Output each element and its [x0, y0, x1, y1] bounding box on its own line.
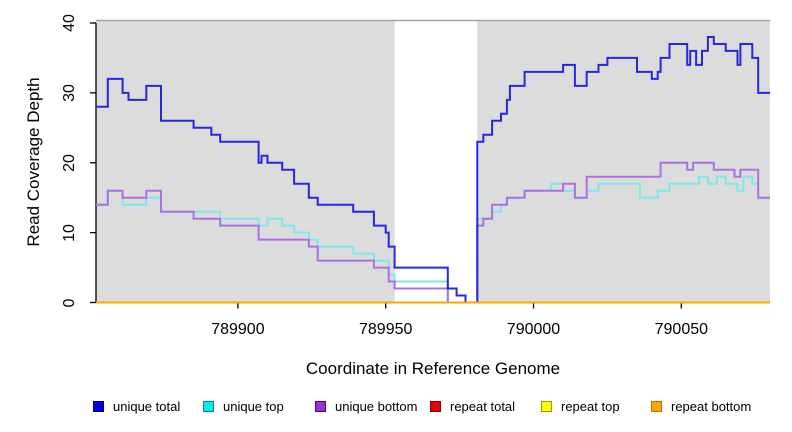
x-tick-label-789950: 789950	[358, 321, 413, 338]
y-tick-label-30: 30	[61, 83, 78, 102]
legend-swatch-repeat-total	[430, 401, 441, 412]
legend-swatch-unique-bottom	[315, 401, 326, 412]
x-tick-label-789900: 789900	[211, 321, 265, 338]
legend-swatch-repeat-top	[541, 401, 552, 412]
legend-swatch-repeat-bottom	[651, 401, 662, 412]
x-tick-label-790050: 790050	[654, 321, 709, 338]
y-tick-label-20: 20	[61, 153, 78, 172]
series-line-unique-total	[96, 36, 770, 304]
chart-legend: unique total unique top unique bottom repea…	[0, 396, 792, 420]
y-tick-label-10: 10	[61, 223, 78, 242]
y-tick-label-0: 0	[61, 298, 78, 307]
legend-swatch-unique-top	[203, 401, 214, 412]
legend-label-repeat-bottom: repeat bottom	[671, 399, 752, 414]
x-tick-label-790000: 790000	[506, 321, 561, 338]
legend-label-repeat-total: repeat total	[450, 399, 516, 414]
legend-label-unique-total: unique total	[113, 399, 181, 414]
highlight-region	[394, 21, 478, 303]
x-axis-title: Coordinate in Reference Genome	[305, 359, 561, 378]
series-line-unique-top	[96, 175, 770, 304]
legend-swatch-unique-total	[93, 401, 104, 412]
y-tick-label-40: 40	[61, 14, 78, 32]
legend-label-unique-bottom: unique bottom	[335, 399, 418, 414]
series-line-unique-bottom	[96, 161, 770, 304]
legend-label-repeat-top: repeat top	[561, 399, 620, 414]
legend-label-unique-top: unique top	[223, 399, 284, 414]
y-axis-title: Read Coverage Depth	[24, 77, 43, 247]
